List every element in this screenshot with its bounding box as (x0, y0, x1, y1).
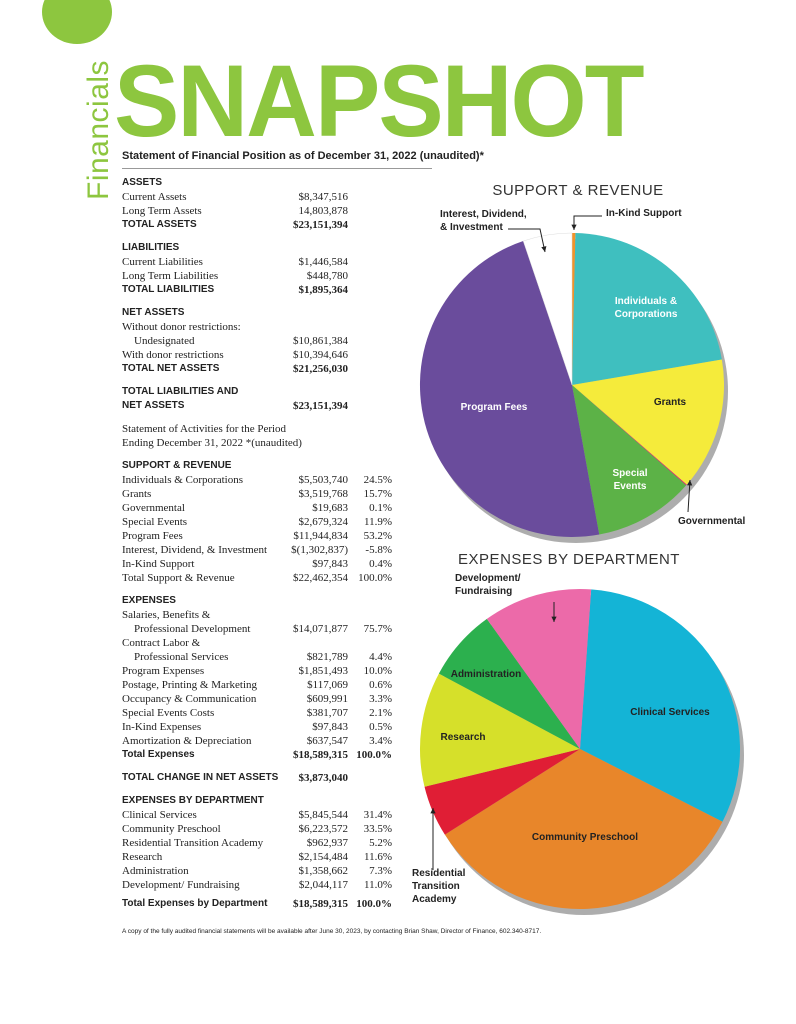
leader-arrow-interest-dividend-investment (541, 246, 547, 252)
expenses-heading: EXPENSES (122, 595, 176, 606)
slice-label-community-preschool: Community Preschool (532, 832, 638, 843)
slice-label-in-kind-support: In-Kind Support (606, 208, 682, 219)
activities-note-line2: Ending December 31, 2022 *(unaudited) (122, 437, 302, 449)
support-revenue-chart-title: SUPPORT & REVENUE (492, 182, 663, 199)
slice-governmental (572, 385, 687, 486)
liability-row: Long Term Liabilities $448,780 (122, 270, 348, 282)
support-row: Governmental $19,683 0.1% (122, 502, 392, 514)
slice-community-preschool (444, 749, 723, 909)
net-assets-without-label: Without donor restrictions: (122, 321, 241, 333)
slice-label-residential-transition-academy: Residential Transition Academy (412, 868, 466, 905)
liabilities-total: TOTAL LIABILITIES $1,895,364 (122, 284, 348, 296)
expense-row: Amortization & Depreciation $637,547 3.4% (122, 735, 392, 747)
net-assets-undesignated: Undesignated $10,861,384 (134, 335, 348, 347)
slice-in-kind-support (572, 233, 576, 385)
dept-total: Total Expenses by Department $18,589,315 1… (122, 898, 392, 910)
footnote: A copy of the fully audited financial st… (122, 928, 542, 935)
expense-row: Program Expenses $1,851,493 10.0% (122, 665, 392, 677)
slice-label-research: Research (440, 732, 485, 743)
page-subtitle: Statement of Financial Position as of De… (122, 150, 484, 162)
support-row: Individuals & Corporations $5,503,740 24.5… (122, 474, 392, 486)
support-row: Program Fees $11,944,834 53.2% (122, 530, 392, 542)
net-assets-heading: NET ASSETS (122, 307, 185, 318)
dept-row: Community Preschool $6,223,572 33.5% (122, 823, 392, 835)
slice-program-fees (419, 241, 600, 538)
expense-row: In-Kind Expenses $97,843 0.5% (122, 721, 392, 733)
slice-administration (438, 618, 580, 749)
expenses-dept-heading: EXPENSES BY DEPARTMENT (122, 795, 264, 806)
dept-row: Development/ Fundraising $2,044,117 11.0% (122, 879, 392, 891)
slice-label-clinical-services: Clinical Services (630, 707, 710, 718)
expenses-by-department-pie (419, 588, 744, 915)
slice-interest-dividend-investment (522, 232, 573, 386)
net-assets-with: With donor restrictions $10,394,646 (122, 349, 348, 361)
slice-research (419, 673, 580, 787)
support-total: Total Support & Revenue $22,462,354 100.0% (122, 572, 392, 584)
slice-label-individuals-corporations: Individuals & Corporations (615, 296, 678, 320)
liability-row: Current Liabilities $1,446,584 (122, 256, 348, 268)
leader-line-in-kind-support (573, 215, 602, 230)
slice-clinical-services (580, 589, 741, 822)
support-revenue-pie (419, 232, 728, 543)
slice-label-development-fundraising: Development/Fundraising (455, 573, 521, 597)
expense-contract-line1: Contract Labor & (122, 637, 201, 649)
expense-row: Special Events Costs $381,707 2.1% (122, 707, 392, 719)
expenses-total: Total Expenses $18,589,315 100.0% (122, 749, 392, 761)
leader-arrow-development-fundraising (551, 616, 557, 622)
dept-row: Residential Transition Academy $962,937 5.… (122, 837, 392, 849)
slice-grants (572, 359, 725, 485)
page-title: SNAPSHOT (114, 44, 645, 158)
slice-label-special-events: Special Events (612, 468, 647, 492)
asset-row: Current Assets $8,347,516 (122, 191, 348, 203)
leader-arrow-residential-transition-academy (430, 808, 436, 814)
support-revenue-heading: SUPPORT & REVENUE (122, 460, 232, 471)
slice-label-interest-dividend-investment: Interest, Dividend, & Investment (440, 209, 527, 233)
slice-label-grants: Grants (654, 397, 687, 408)
dept-row: Administration $1,358,662 7.3% (122, 865, 392, 877)
support-row: Interest, Dividend, & Investment $(1,302,… (122, 544, 392, 556)
financial-statement: ASSETS Current Assets $8,347,516 Long Ter… (122, 176, 422, 911)
leader-arrow-governmental (687, 480, 693, 486)
leader-line-interest-dividend-investment (508, 228, 546, 253)
leader-arrow-in-kind-support (571, 224, 577, 230)
expense-row: Postage, Printing & Marketing $117,069 0.6… (122, 679, 392, 691)
total-liab-net-line2: NET ASSETS $23,151,394 (122, 400, 348, 412)
total-liab-net-line1: TOTAL LIABILITIES AND (122, 386, 239, 397)
change-net-assets: TOTAL CHANGE IN NET ASSETS $3,873,040 (122, 772, 348, 784)
expense-salaries-line2: Professional Development $14,071,877 75.7% (134, 623, 392, 635)
assets-total: TOTAL ASSETS $23,151,394 (122, 219, 348, 231)
net-assets-total: TOTAL NET ASSETS $21,256,030 (122, 363, 348, 375)
slice-special-events (572, 385, 687, 535)
slice-individuals-corporations (572, 233, 722, 385)
dept-row: Clinical Services $5,845,544 31.4% (122, 809, 392, 821)
asset-row: Long Term Assets 14,803,878 (122, 205, 348, 217)
expense-row: Occupancy & Communication $609,991 3.3% (122, 693, 392, 705)
expenses-dept-chart-title: EXPENSES BY DEPARTMENT (458, 551, 680, 568)
support-row: Special Events $2,679,324 11.9% (122, 516, 392, 528)
slice-development-fundraising (486, 588, 592, 749)
slice-label-administration: Administration (451, 669, 522, 680)
support-row: Grants $3,519,768 15.7% (122, 488, 392, 500)
expense-contract-line2: Professional Services $821,789 4.4% (134, 651, 392, 663)
activities-note-line1: Statement of Activities for the Period (122, 423, 287, 435)
assets-heading: ASSETS (122, 177, 163, 188)
expense-salaries-line1: Salaries, Benefits & (122, 609, 211, 621)
title-divider (122, 168, 432, 169)
slice-label-program-fees: Program Fees (461, 402, 528, 413)
slice-label-governmental: Governmental (678, 516, 745, 527)
support-row: In-Kind Support $97,843 0.4% (122, 558, 392, 570)
liabilities-heading: LIABILITIES (122, 242, 180, 253)
slice-residential-transition-academy (424, 749, 580, 835)
dept-row: Research $2,154,484 11.6% (122, 851, 392, 863)
